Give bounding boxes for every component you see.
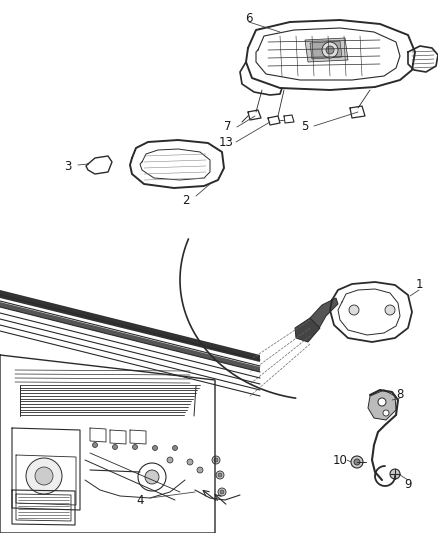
- Polygon shape: [305, 38, 348, 62]
- Polygon shape: [310, 41, 342, 59]
- Circle shape: [326, 46, 334, 54]
- Circle shape: [385, 305, 395, 315]
- Text: 1: 1: [415, 278, 423, 290]
- Circle shape: [197, 467, 203, 473]
- Text: 9: 9: [404, 478, 412, 490]
- Circle shape: [187, 459, 193, 465]
- Circle shape: [322, 42, 338, 58]
- Text: 3: 3: [64, 160, 72, 174]
- Text: 2: 2: [182, 193, 190, 206]
- Text: 6: 6: [245, 12, 253, 25]
- Circle shape: [173, 446, 177, 450]
- Circle shape: [26, 458, 62, 494]
- Text: 8: 8: [396, 387, 404, 400]
- Circle shape: [390, 469, 400, 479]
- Circle shape: [167, 457, 173, 463]
- Circle shape: [145, 470, 159, 484]
- Circle shape: [214, 458, 218, 462]
- Circle shape: [383, 410, 389, 416]
- Circle shape: [216, 471, 224, 479]
- Text: 13: 13: [219, 135, 233, 149]
- Circle shape: [212, 456, 220, 464]
- Circle shape: [152, 446, 158, 450]
- Circle shape: [133, 445, 138, 449]
- Circle shape: [92, 442, 98, 448]
- Circle shape: [349, 305, 359, 315]
- Circle shape: [220, 490, 224, 494]
- Circle shape: [35, 467, 53, 485]
- Text: 7: 7: [224, 120, 232, 133]
- Circle shape: [218, 473, 222, 477]
- Circle shape: [378, 398, 386, 406]
- Polygon shape: [0, 302, 260, 372]
- Polygon shape: [310, 298, 338, 330]
- Text: 10: 10: [332, 454, 347, 466]
- Circle shape: [354, 459, 360, 465]
- Polygon shape: [0, 290, 260, 362]
- Circle shape: [218, 488, 226, 496]
- Circle shape: [351, 456, 363, 468]
- Text: 4: 4: [136, 494, 144, 506]
- Polygon shape: [295, 318, 320, 342]
- Polygon shape: [368, 390, 396, 420]
- Circle shape: [113, 445, 117, 449]
- Text: 5: 5: [301, 119, 309, 133]
